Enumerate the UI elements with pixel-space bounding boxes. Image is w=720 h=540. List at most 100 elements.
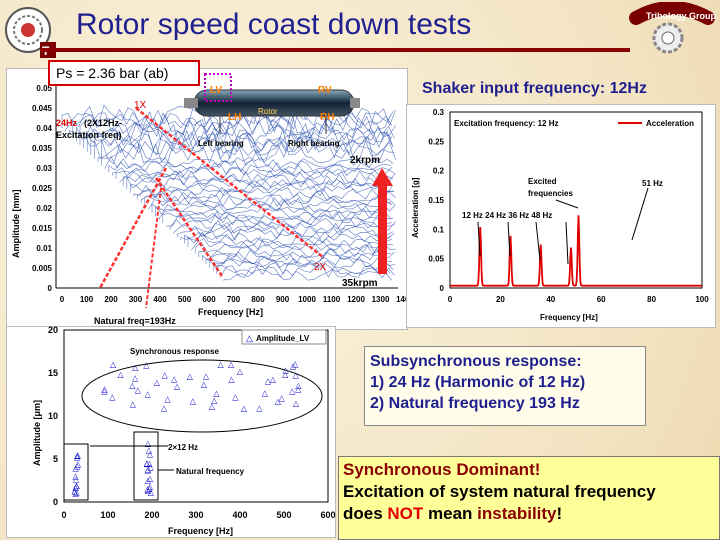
sync-marker-193hz: △ bbox=[144, 459, 151, 468]
sync-marker: △ bbox=[101, 384, 108, 393]
waterfall-xtick: 900 bbox=[276, 295, 290, 304]
sync-ytick: 20 bbox=[48, 326, 58, 335]
sync-marker-193hz: △ bbox=[148, 488, 155, 497]
waterfall-xtick: 400 bbox=[153, 295, 167, 304]
sync-marker-193hz: △ bbox=[147, 474, 154, 483]
sync-ylabel: Amplitude [μm] bbox=[32, 400, 42, 466]
title-underline bbox=[40, 48, 630, 52]
sync-marker: △ bbox=[275, 397, 282, 406]
label-35krpm: 35krpm bbox=[342, 278, 378, 289]
svg-text:Tribology Group: Tribology Group bbox=[646, 11, 716, 21]
sync-marker: △ bbox=[209, 402, 216, 411]
waterfall-trace bbox=[144, 194, 391, 207]
accel-xtick: 20 bbox=[496, 295, 505, 304]
accel-ann-51hz: 51 Hz bbox=[642, 179, 663, 188]
waterfall-trace bbox=[194, 241, 394, 254]
conclusion-line1: Synchronous Dominant! bbox=[343, 460, 541, 479]
waterfall-trace bbox=[223, 268, 393, 281]
sync-marker: △ bbox=[154, 378, 161, 387]
waterfall-xtick: 600 bbox=[202, 295, 216, 304]
accel-xtick: 60 bbox=[597, 295, 606, 304]
sync-xlabel: Frequency [Hz] bbox=[168, 526, 233, 536]
sync-marker-24hz: △ bbox=[73, 481, 80, 490]
sync-marker: △ bbox=[161, 404, 168, 413]
accel-legend: Acceleration bbox=[646, 119, 694, 128]
waterfall-plot: 0.05 0.045 0.04 0.035 0.03 0.025 0.02 0.015 0.01… bbox=[11, 73, 408, 326]
sync-marker-24hz: △ bbox=[75, 450, 82, 459]
tribology-group-logo-icon: Tribology Group bbox=[629, 2, 716, 54]
sync-marker: △ bbox=[143, 361, 150, 370]
waterfall-xtick: 200 bbox=[104, 295, 118, 304]
university-logo-icon: T bbox=[5, 7, 56, 58]
sync-marker-24hz: △ bbox=[75, 460, 82, 469]
sync-xtick: 300 bbox=[188, 510, 203, 520]
accel-xlabel: Frequency [Hz] bbox=[540, 313, 598, 322]
accel-ytick: 0.05 bbox=[428, 255, 444, 264]
sync-marker: △ bbox=[295, 384, 302, 393]
waterfall-xlabel: Frequency [Hz] bbox=[198, 307, 263, 317]
sync-marker: △ bbox=[218, 360, 225, 369]
waterfall-trace bbox=[155, 204, 396, 217]
waterfall-trace bbox=[191, 238, 396, 251]
sync-marker-24hz: △ bbox=[73, 483, 80, 492]
waterfall-trace bbox=[97, 135, 393, 163]
sync-marker-193hz: △ bbox=[145, 476, 152, 485]
waterfall-xtick: 700 bbox=[227, 295, 241, 304]
accel-ann-excited-b: frequencies bbox=[528, 189, 573, 198]
sync-ytick: 10 bbox=[48, 411, 58, 421]
sync-marker: △ bbox=[145, 390, 152, 399]
waterfall-trace bbox=[122, 173, 394, 187]
sync-marker: △ bbox=[109, 392, 116, 401]
label-natural-freq: Natural freq=193Hz bbox=[94, 316, 176, 326]
sync-marker: △ bbox=[130, 400, 137, 409]
waterfall-trace bbox=[72, 111, 392, 139]
sync-marker: △ bbox=[228, 360, 235, 369]
sync-marker: △ bbox=[237, 367, 244, 376]
sync-marker: △ bbox=[295, 381, 302, 390]
waterfall-trace bbox=[101, 139, 396, 166]
sync-marker: △ bbox=[293, 399, 300, 408]
waterfall-ytick: 0.03 bbox=[36, 164, 52, 173]
sync-marker: △ bbox=[290, 362, 297, 371]
accel-ann-freqs: 12 Hz 24 Hz 36 Hz 48 Hz bbox=[462, 211, 552, 220]
supply-pressure-label: Ps = 2.36 bar (ab) bbox=[48, 60, 200, 86]
label-24hz: 24Hz bbox=[56, 118, 78, 128]
waterfall-trace bbox=[176, 225, 394, 237]
sync-marker-193hz: △ bbox=[146, 459, 153, 468]
accel-xtick: 100 bbox=[695, 295, 709, 304]
waterfall-xtick: 1100 bbox=[323, 295, 341, 304]
sync-xtick: 500 bbox=[276, 510, 291, 520]
subsync-line2: 1) 24 Hz (Harmonic of 12 Hz) bbox=[370, 374, 586, 391]
sync-marker: △ bbox=[101, 387, 108, 396]
sync-xtick: 200 bbox=[144, 510, 159, 520]
conclusion-instability: instability bbox=[477, 504, 557, 523]
sync-marker: △ bbox=[282, 370, 289, 379]
sync-marker-24hz: △ bbox=[72, 472, 79, 481]
sync-marker-193hz: △ bbox=[147, 463, 154, 472]
waterfall-trace bbox=[76, 115, 395, 142]
natural-freq-line bbox=[145, 187, 162, 309]
waterfall-trace bbox=[68, 110, 394, 136]
accel-ytick: 0.15 bbox=[428, 196, 444, 205]
rotor-lv: LV bbox=[210, 85, 222, 96]
waterfall-xtick: 300 bbox=[129, 295, 143, 304]
sync-marker-193hz: △ bbox=[146, 446, 153, 455]
waterfall-ytick: 0.04 bbox=[36, 124, 52, 133]
waterfall-trace bbox=[83, 122, 396, 149]
waterfall-xtick: 800 bbox=[251, 295, 265, 304]
24hz-line bbox=[154, 177, 224, 277]
accel-ann-excited: Excited bbox=[528, 177, 557, 186]
waterfall-x-ticks: 0 100 200 300 400 500 600 700 800 900 1000 1100 1200… bbox=[60, 295, 408, 304]
waterfall-trace bbox=[212, 258, 394, 271]
sync-ytick: 0 bbox=[53, 497, 58, 507]
sync-marker-24hz: △ bbox=[72, 463, 79, 472]
sync-scatter-points: △△△△△△△△△△△△△△△△△△△△△△△△△△△△△△△ △△△△△ △△△△… bbox=[71, 359, 302, 498]
sync-marker-193hz: △ bbox=[146, 484, 153, 493]
waterfall-trace bbox=[137, 187, 396, 200]
sync-marker-24hz: △ bbox=[73, 487, 80, 496]
rotor-label: Rotor bbox=[258, 107, 278, 116]
rotor-lh: LH bbox=[228, 112, 241, 123]
accel-xtick: 80 bbox=[647, 295, 656, 304]
